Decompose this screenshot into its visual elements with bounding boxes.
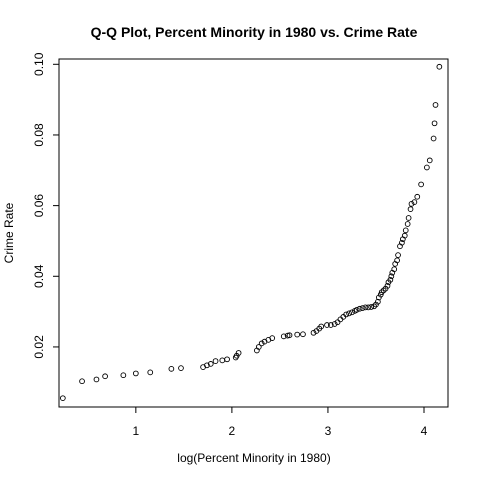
- data-point: [402, 227, 409, 234]
- data-point: [407, 206, 414, 213]
- data-point: [178, 365, 184, 371]
- data-point: [286, 332, 293, 339]
- data-point: [204, 362, 210, 369]
- data-point: [318, 323, 325, 330]
- data-point: [391, 266, 398, 273]
- data-point: [224, 356, 230, 363]
- data-point: [207, 361, 214, 367]
- data-point: [387, 276, 394, 283]
- data-point: [365, 304, 372, 311]
- data-point: [102, 373, 108, 380]
- data-point: [132, 370, 139, 377]
- y-tick-label: 0.02: [32, 335, 46, 359]
- x-tick-label: 1: [132, 424, 139, 438]
- data-point: [431, 120, 438, 127]
- data-point: [432, 102, 439, 108]
- data-point: [300, 331, 306, 338]
- data-point: [404, 221, 411, 227]
- y-axis: 0.02 0.04 0.06 0.08 0.10: [32, 52, 59, 359]
- data-point: [401, 232, 408, 239]
- data-point: [120, 372, 127, 379]
- data-point: [436, 63, 443, 70]
- data-point: [426, 157, 433, 164]
- data-point: [233, 352, 240, 359]
- data-point: [399, 239, 405, 246]
- x-tick-label: 2: [229, 424, 236, 438]
- data-point: [212, 358, 219, 364]
- data-point: [382, 285, 389, 292]
- chart-title: Q-Q Plot, Percent Minority in 1980 vs. C…: [91, 24, 418, 40]
- data-point: [353, 306, 360, 313]
- data-point: [411, 199, 418, 205]
- data-point: [418, 181, 424, 188]
- data-point: [414, 193, 421, 200]
- data-point: [269, 335, 276, 341]
- data-point: [327, 322, 334, 328]
- data-point: [280, 333, 287, 340]
- data-point: [424, 164, 430, 171]
- data-point: [394, 257, 400, 264]
- y-tick-label: 0.04: [32, 264, 46, 288]
- data-point: [377, 291, 384, 298]
- data-point: [356, 305, 363, 312]
- data-point: [168, 365, 175, 372]
- data-point: [147, 369, 154, 376]
- data-point: [349, 309, 355, 316]
- x-axis-label: log(Percent Minority in 1980): [177, 451, 330, 465]
- data-point: [368, 304, 375, 310]
- data-point: [93, 376, 100, 383]
- data-point: [395, 252, 401, 258]
- data-point: [331, 321, 338, 327]
- data-point: [388, 273, 395, 280]
- data-point: [324, 322, 330, 328]
- data-point: [258, 340, 265, 347]
- data-point: [373, 301, 379, 308]
- data-point: [294, 331, 301, 338]
- data-point: [346, 310, 352, 317]
- data-point: [408, 201, 415, 207]
- data-point: [255, 344, 262, 350]
- x-tick-label: 4: [421, 424, 428, 438]
- data-point: [430, 135, 437, 142]
- data-point: [362, 304, 369, 311]
- data-point: [343, 311, 350, 318]
- data-point: [359, 305, 366, 311]
- y-tick-label: 0.06: [32, 194, 46, 218]
- y-tick-label: 0.08: [32, 123, 46, 147]
- x-axis: 1 2 3 4: [132, 407, 428, 438]
- data-point: [405, 215, 412, 221]
- data-point: [235, 350, 242, 356]
- data-point: [375, 294, 382, 301]
- y-axis-label: Crime Rate: [2, 202, 16, 263]
- y-tick-label: 0.10: [32, 52, 46, 76]
- data-point: [59, 395, 66, 402]
- data-point: [310, 329, 317, 336]
- x-tick-label: 3: [325, 424, 332, 438]
- data-point: [334, 319, 341, 326]
- data-point: [79, 378, 85, 385]
- data-points: [59, 63, 443, 402]
- data-point: [384, 282, 391, 289]
- plot-area-frame: [58, 58, 449, 408]
